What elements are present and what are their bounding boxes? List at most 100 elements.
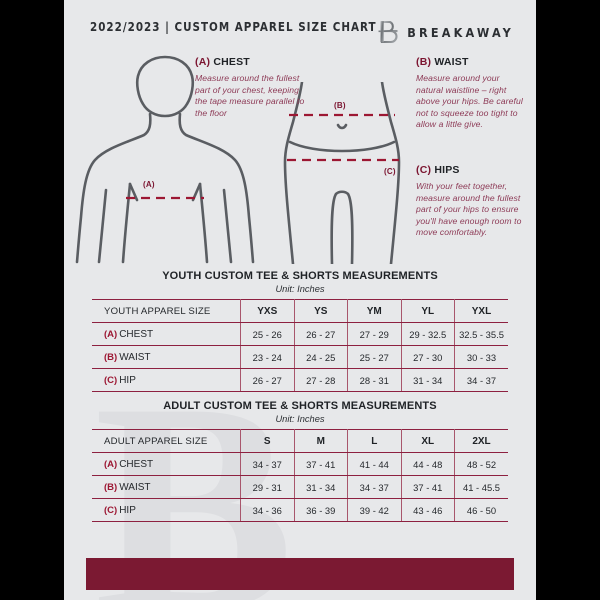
chest-description-text: Measure around the fullest part of your … [195, 73, 305, 118]
adult-col-4: 2XL [454, 429, 508, 453]
youth-row-1-label: (B) WAIST [92, 345, 241, 369]
youth-row-0-name: CHEST [119, 328, 154, 340]
adult-cell-2-4: 46 - 50 [454, 498, 508, 522]
youth-cell-0-0: 25 - 26 [240, 322, 295, 346]
hips-heading: (C) HIPS [416, 164, 528, 176]
adult-row-2-name: HIP [119, 504, 136, 516]
hips-description-text: With your feet together, measure around … [416, 181, 522, 238]
youth-cell-2-0: 26 - 27 [240, 368, 295, 392]
adult-row-1-label: (B) WAIST [92, 475, 241, 499]
adult-row-2-letter: (C) [104, 504, 118, 516]
adult-size-table: ADULT APPAREL SIZE S M L XL 2XL (A) CHEST… [92, 429, 508, 522]
adult-cell-2-0: 34 - 36 [240, 498, 295, 522]
youth-cell-0-1: 26 - 27 [293, 322, 348, 346]
waist-marker-label: (B) [334, 101, 346, 110]
table-row: (C) HIP 34 - 36 36 - 39 39 - 42 43 - 46 4… [92, 498, 508, 522]
adult-cell-1-1: 31 - 34 [293, 475, 348, 499]
youth-row-1-name: WAIST [119, 351, 151, 363]
youth-cell-0-3: 29 - 32.5 [400, 322, 455, 346]
youth-cell-2-3: 31 - 34 [400, 368, 455, 392]
youth-row-header: YOUTH APPAREL SIZE [92, 299, 241, 323]
youth-col-2: YM [347, 299, 402, 323]
hip-marker-label: (C) [384, 167, 396, 176]
adult-cell-2-2: 39 - 42 [347, 498, 402, 522]
size-chart-page: B 2022/2023 | CUSTOM APPAREL SIZE CHART [64, 0, 536, 600]
waist-description-text: Measure around your natural waistline – … [416, 73, 523, 130]
youth-row-0-label: (A) CHEST [92, 322, 241, 346]
youth-cell-2-4: 34 - 37 [454, 368, 508, 392]
youth-row-0-letter: (A) [104, 328, 118, 340]
adult-cell-0-3: 44 - 48 [400, 452, 455, 476]
youth-row-2-label: (C) HIP [92, 368, 241, 392]
adult-col-3: XL [400, 429, 455, 453]
hips-heading-word: HIPS [434, 164, 460, 176]
waist-description-block: (B) WAIST Measure around your natural wa… [416, 56, 528, 131]
waist-heading: (B) WAIST [416, 56, 528, 68]
youth-col-1: YS [293, 299, 348, 323]
lower-body-figure-icon [283, 82, 401, 264]
adult-cell-1-4: 41 - 45.5 [454, 475, 508, 499]
adult-row-0-name: CHEST [119, 458, 154, 470]
adult-col-2: L [347, 429, 402, 453]
table-row: (C) HIP 26 - 27 27 - 28 28 - 31 31 - 34 3… [92, 368, 508, 392]
youth-table-heading: YOUTH CUSTOM TEE & SHORTS MEASUREMENTS [162, 270, 438, 282]
adult-cell-2-1: 36 - 39 [293, 498, 348, 522]
adult-row-2-label: (C) HIP [92, 498, 241, 522]
measurement-diagram: (A) (B) (C) (A) CHEST Measure around the… [64, 52, 536, 264]
adult-row-0-letter: (A) [104, 458, 118, 470]
adult-cell-1-0: 29 - 31 [240, 475, 295, 499]
table-header-row: ADULT APPAREL SIZE S M L XL 2XL [92, 429, 508, 453]
youth-size-section: YOUTH CUSTOM TEE & SHORTS MEASUREMENTS U… [64, 270, 536, 392]
waist-heading-word: WAIST [434, 56, 469, 68]
chest-description-block: (A) CHEST Measure around the fullest par… [195, 56, 313, 119]
youth-cell-1-1: 24 - 25 [293, 345, 348, 369]
table-header-row: YOUTH APPAREL SIZE YXS YS YM YL YXL [92, 299, 508, 323]
footer-bar [86, 558, 514, 590]
adult-row-1-name: WAIST [119, 481, 151, 493]
adult-row-header: ADULT APPAREL SIZE [92, 429, 241, 453]
youth-cell-1-0: 23 - 24 [240, 345, 295, 369]
brand-lockup: BREAKAWAY [377, 16, 514, 48]
youth-cell-1-2: 25 - 27 [347, 345, 402, 369]
adult-cell-1-3: 37 - 41 [400, 475, 455, 499]
adult-cell-0-0: 34 - 37 [240, 452, 295, 476]
page-title: 2022/2023 | CUSTOM APPAREL SIZE CHART [90, 19, 377, 34]
youth-cell-0-4: 32.5 - 35.5 [454, 322, 508, 346]
youth-cell-1-3: 27 - 30 [400, 345, 455, 369]
hips-description-block: (C) HIPS With your feet together, measur… [416, 164, 528, 239]
adult-cell-2-3: 43 - 46 [400, 498, 455, 522]
youth-cell-0-2: 27 - 29 [347, 322, 402, 346]
youth-cell-2-1: 27 - 28 [293, 368, 348, 392]
hips-heading-letter: (C) [416, 164, 432, 176]
youth-table-unit: Unit: Inches [275, 284, 325, 294]
youth-size-table: YOUTH APPAREL SIZE YXS YS YM YL YXL (A) C… [92, 299, 508, 392]
youth-col-0: YXS [240, 299, 295, 323]
adult-cell-0-4: 48 - 52 [454, 452, 508, 476]
adult-table-heading: ADULT CUSTOM TEE & SHORTS MEASUREMENTS [163, 400, 437, 412]
chest-heading: (A) CHEST [195, 56, 313, 68]
adult-cell-0-1: 37 - 41 [293, 452, 348, 476]
youth-row-2-letter: (C) [104, 374, 118, 386]
page-header: 2022/2023 | CUSTOM APPAREL SIZE CHART [64, 16, 536, 48]
adult-cell-1-2: 34 - 37 [347, 475, 402, 499]
table-row: (A) CHEST 25 - 26 26 - 27 27 - 29 29 - 32… [92, 322, 508, 346]
adult-col-0: S [240, 429, 295, 453]
table-row: (A) CHEST 34 - 37 37 - 41 41 - 44 44 - 48… [92, 452, 508, 476]
adult-table-unit: Unit: Inches [275, 414, 325, 424]
chest-marker-label: (A) [143, 180, 155, 189]
upper-body-figure-icon [75, 55, 255, 264]
adult-cell-0-2: 41 - 44 [347, 452, 402, 476]
waist-heading-letter: (B) [416, 56, 432, 68]
adult-row-0-label: (A) CHEST [92, 452, 241, 476]
youth-row-1-letter: (B) [104, 351, 118, 363]
breakaway-b-logo-icon [377, 19, 399, 45]
adult-size-section: ADULT CUSTOM TEE & SHORTS MEASUREMENTS U… [64, 400, 536, 522]
chest-heading-letter: (A) [195, 56, 211, 68]
adult-col-1: M [293, 429, 348, 453]
chest-heading-word: CHEST [213, 56, 250, 68]
adult-row-1-letter: (B) [104, 481, 118, 493]
youth-row-2-name: HIP [119, 374, 136, 386]
youth-col-3: YL [400, 299, 455, 323]
brand-name: BREAKAWAY [407, 24, 514, 40]
youth-cell-2-2: 28 - 31 [347, 368, 402, 392]
